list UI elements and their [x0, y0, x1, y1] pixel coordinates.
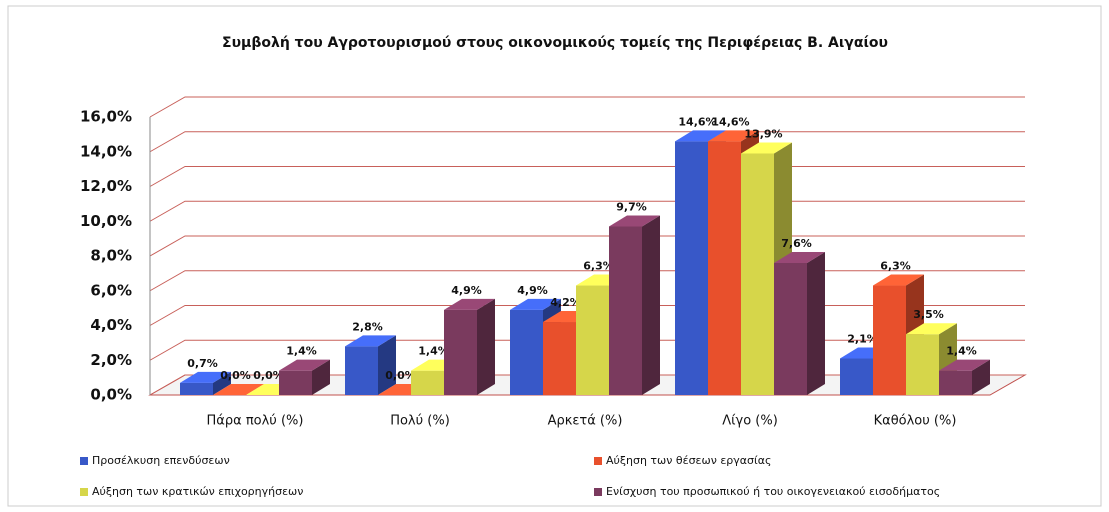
value-label: 4,9%: [517, 284, 548, 297]
value-label: 9,7%: [616, 200, 647, 213]
value-label: 2,8%: [352, 320, 383, 333]
x-tick-label: Πολύ (%): [390, 414, 450, 429]
value-label: 0,0%: [385, 369, 416, 382]
y-tick-label: 4,0%: [90, 316, 132, 334]
bar: [213, 384, 264, 395]
bar-front: [180, 382, 213, 395]
bar-top: [510, 298, 561, 310]
bar-front: [774, 262, 807, 395]
bar-front: [840, 358, 873, 395]
y-tick-label: 0,0%: [90, 386, 132, 404]
bar-front: [873, 285, 906, 395]
bar: [774, 251, 825, 395]
bar-top: [279, 359, 330, 371]
bar-front: [675, 141, 708, 395]
bar-front: [543, 322, 576, 395]
y-tick-label: 8,0%: [90, 247, 132, 265]
x-tick-label: Πάρα πολύ (%): [207, 414, 304, 429]
y-tick-label: 16,0%: [80, 108, 132, 126]
bar-top: [213, 384, 264, 395]
value-label: 14,6%: [711, 115, 749, 128]
bar-front: [906, 334, 939, 395]
bar-front: [939, 370, 972, 395]
bar-front: [609, 226, 642, 395]
bar-side: [807, 251, 825, 395]
value-label: 6,3%: [583, 260, 614, 273]
value-label: 4,2%: [550, 296, 581, 309]
bar-top: [873, 274, 924, 286]
bar-front: [279, 370, 312, 395]
legend-label: Προσέλκυση επενδύσεων: [92, 454, 230, 467]
bar-side: [642, 215, 660, 395]
value-label: 7,6%: [781, 237, 812, 250]
bar-top: [180, 371, 231, 383]
legend-label: Ενίσχυση του προσωπικού ή του οικογενεια…: [606, 485, 940, 498]
bar-front: [510, 309, 543, 395]
bar-top: [708, 130, 759, 142]
bar-top: [675, 130, 726, 142]
value-label: 1,4%: [418, 345, 449, 358]
bar-side: [213, 371, 231, 395]
bar-front: [411, 370, 444, 395]
chart-title: Συμβολή του Αγροτουρισμού στους οικονομι…: [222, 35, 888, 51]
legend-swatch: [80, 457, 88, 465]
value-label: 3,5%: [913, 308, 944, 321]
bar: [180, 371, 231, 395]
bar-side: [312, 359, 330, 395]
value-label: 0,0%: [220, 369, 251, 382]
bar: [444, 298, 495, 395]
legend-swatch: [594, 457, 602, 465]
y-tick-label: 6,0%: [90, 281, 132, 299]
bar: [609, 215, 660, 395]
bar-front: [345, 346, 378, 395]
y-tick-label: 2,0%: [90, 351, 132, 369]
bar: [279, 359, 330, 395]
value-label: 4,9%: [451, 284, 482, 297]
bar-side: [378, 335, 396, 395]
bar-top: [906, 323, 957, 335]
value-label: 0,0%: [253, 369, 284, 382]
chart-frame: [7, 5, 1102, 507]
bar-top: [444, 298, 495, 310]
bar: [345, 335, 396, 395]
value-label: 6,3%: [880, 260, 911, 273]
bar-top: [609, 215, 660, 227]
bar-top: [774, 251, 825, 263]
bar-top: [345, 335, 396, 347]
x-tick-label: Λίγο (%): [722, 414, 778, 429]
bar-top: [939, 359, 990, 371]
bar-top: [741, 142, 792, 154]
bar-front: [741, 153, 774, 395]
bar-front: [708, 141, 741, 395]
legend-label: Αύξηση των κρατικών επιχορηγήσεων: [92, 485, 303, 498]
value-label: 1,4%: [286, 345, 317, 358]
legend-label: Αύξηση των θέσεων εργασίας: [606, 454, 771, 467]
bar-side: [972, 359, 990, 395]
value-label: 13,9%: [744, 127, 782, 140]
bar-front: [444, 309, 477, 395]
x-tick-label: Καθόλου (%): [874, 414, 957, 429]
value-label: 2,1%: [847, 333, 878, 346]
y-tick-label: 10,0%: [80, 212, 132, 230]
y-tick-label: 14,0%: [80, 142, 132, 160]
legend-swatch: [594, 488, 602, 496]
value-label: 0,7%: [187, 357, 218, 370]
bar: [939, 359, 990, 395]
value-label: 14,6%: [678, 115, 716, 128]
value-label: 1,4%: [946, 345, 977, 358]
grid-line: [149, 96, 1025, 118]
y-tick-label: 12,0%: [80, 177, 132, 195]
x-tick-label: Αρκετά (%): [548, 414, 623, 429]
bar-side: [477, 298, 495, 395]
bar-front: [576, 285, 609, 395]
legend-swatch: [80, 488, 88, 496]
